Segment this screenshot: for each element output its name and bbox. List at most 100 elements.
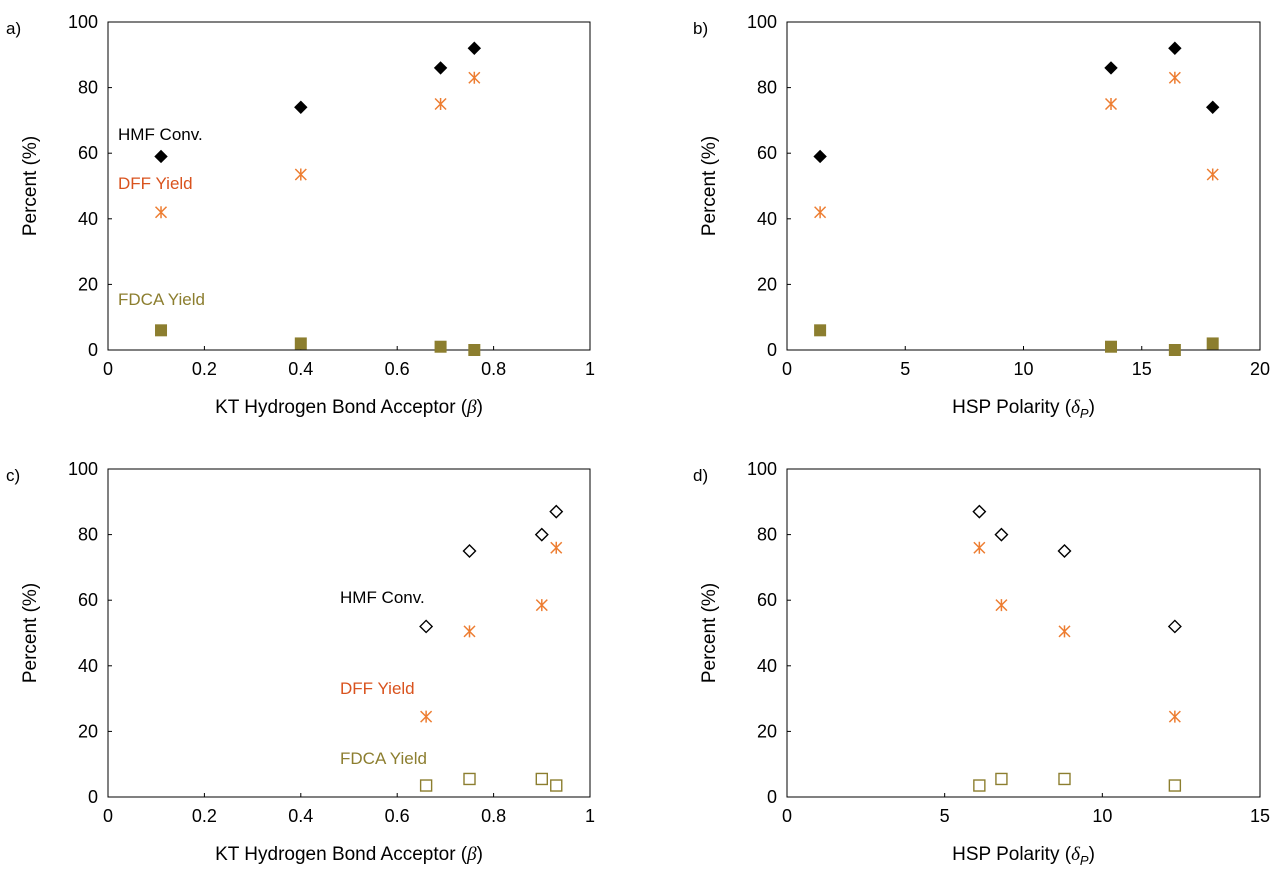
data-point	[973, 541, 986, 554]
x-tick-label: 0.4	[288, 359, 313, 379]
data-point	[463, 625, 476, 638]
x-tick-label: 1	[585, 359, 595, 379]
data-point	[550, 779, 563, 792]
series-2	[155, 324, 481, 356]
x-tick-label: 10	[1013, 359, 1033, 379]
data-point	[1168, 344, 1181, 356]
x-tick-label: 15	[1132, 359, 1152, 379]
x-axis-symbol: β	[466, 397, 477, 418]
data-point	[420, 710, 433, 723]
y-tick-label: 60	[78, 590, 98, 610]
x-axis-title-text: HSP Polarity (	[952, 397, 1072, 418]
data-point	[1105, 340, 1118, 353]
x-tick-label: 0	[782, 806, 792, 826]
data-point	[1104, 61, 1118, 75]
x-tick-label: 10	[1092, 806, 1112, 826]
y-tick-label: 20	[78, 721, 98, 741]
series-annotation: HMF Conv.	[118, 125, 203, 144]
data-point	[468, 344, 481, 356]
y-tick-label: 40	[78, 656, 98, 676]
y-axis-title: Percent (%)	[699, 136, 720, 236]
x-tick-label: 20	[1250, 359, 1270, 379]
data-point	[462, 544, 477, 558]
data-point	[434, 97, 447, 111]
plot-frame	[786, 21, 1261, 351]
series-0	[813, 41, 1220, 164]
data-point	[995, 772, 1008, 786]
data-point	[549, 504, 564, 519]
y-tick-label: 100	[68, 12, 98, 32]
x-axis-title: KT Hydrogen Bond Acceptor (β)	[215, 844, 483, 865]
data-point	[535, 772, 548, 786]
data-point	[294, 168, 307, 181]
y-tick-label: 0	[88, 340, 98, 360]
y-tick-label: 80	[78, 78, 98, 98]
x-tick-label: 1	[585, 806, 595, 826]
y-tick-label: 0	[767, 340, 777, 360]
data-point	[467, 41, 482, 55]
y-tick-label: 20	[757, 274, 777, 294]
y-tick-label: 100	[747, 12, 777, 32]
y-axis-title: Percent (%)	[699, 583, 720, 683]
data-point	[995, 599, 1008, 612]
x-axis-subscript: P	[1080, 406, 1089, 421]
x-tick-label: 0.6	[385, 359, 410, 379]
y-tick-label: 80	[757, 525, 777, 545]
data-point	[419, 779, 433, 792]
panel-a: a) 0 0.2 0.4 0.6 0.8 1 0 20 40 60 80 100 KT Hydrogen …	[6, 12, 595, 418]
data-point	[535, 599, 548, 612]
plot-frame	[107, 21, 591, 351]
y-tick-label: 100	[68, 459, 98, 479]
data-point	[1205, 100, 1220, 114]
panel-label: a)	[6, 19, 21, 38]
data-point	[294, 337, 307, 350]
data-point	[419, 619, 434, 634]
y-tick-label: 40	[757, 209, 777, 229]
y-axis-title: Percent (%)	[20, 583, 41, 683]
x-axis-symbol: β	[466, 844, 477, 865]
data-point	[534, 527, 549, 542]
x-tick-label: 0.8	[481, 806, 506, 826]
x-tick-label: 0	[103, 359, 113, 379]
data-point	[434, 340, 447, 353]
x-axis-title: HSP Polarity (δP)	[952, 397, 1095, 421]
series-annotation: DFF Yield	[340, 679, 415, 698]
x-axis-symbol: δ	[1071, 397, 1081, 418]
y-tick-label: 80	[78, 525, 98, 545]
y-tick-label: 0	[88, 787, 98, 807]
data-point	[1168, 41, 1182, 55]
x-axis-title-close: )	[477, 397, 483, 418]
panel-label: d)	[693, 466, 708, 485]
data-point	[155, 324, 168, 337]
x-axis-title-close: )	[477, 844, 483, 865]
x-tick-label: 0.6	[385, 806, 410, 826]
data-point	[813, 149, 827, 164]
x-axis-title-close: )	[1089, 844, 1095, 865]
data-point	[1057, 544, 1072, 558]
data-point	[433, 61, 448, 75]
data-point	[1206, 168, 1219, 181]
y-tick-label: 20	[757, 721, 777, 741]
series-annotation: DFF Yield	[118, 174, 193, 193]
y-tick-label: 100	[747, 459, 777, 479]
data-point	[468, 71, 481, 84]
data-point	[972, 504, 987, 519]
x-tick-label: 0	[782, 359, 792, 379]
data-point	[1168, 710, 1181, 723]
plot-frame	[786, 468, 1261, 798]
x-tick-label: 15	[1250, 806, 1270, 826]
y-tick-label: 60	[757, 143, 777, 163]
data-point	[973, 779, 986, 792]
x-axis-title-text: KT Hydrogen Bond Acceptor (	[215, 397, 468, 418]
series-0	[419, 504, 564, 634]
x-tick-label: 5	[940, 806, 950, 826]
y-tick-label: 80	[757, 78, 777, 98]
series-0	[154, 41, 482, 164]
series-1	[420, 541, 563, 723]
y-tick-label: 40	[757, 656, 777, 676]
data-point	[994, 527, 1009, 542]
series-1	[814, 71, 1219, 219]
x-axis-title-text: KT Hydrogen Bond Acceptor (	[215, 844, 468, 865]
